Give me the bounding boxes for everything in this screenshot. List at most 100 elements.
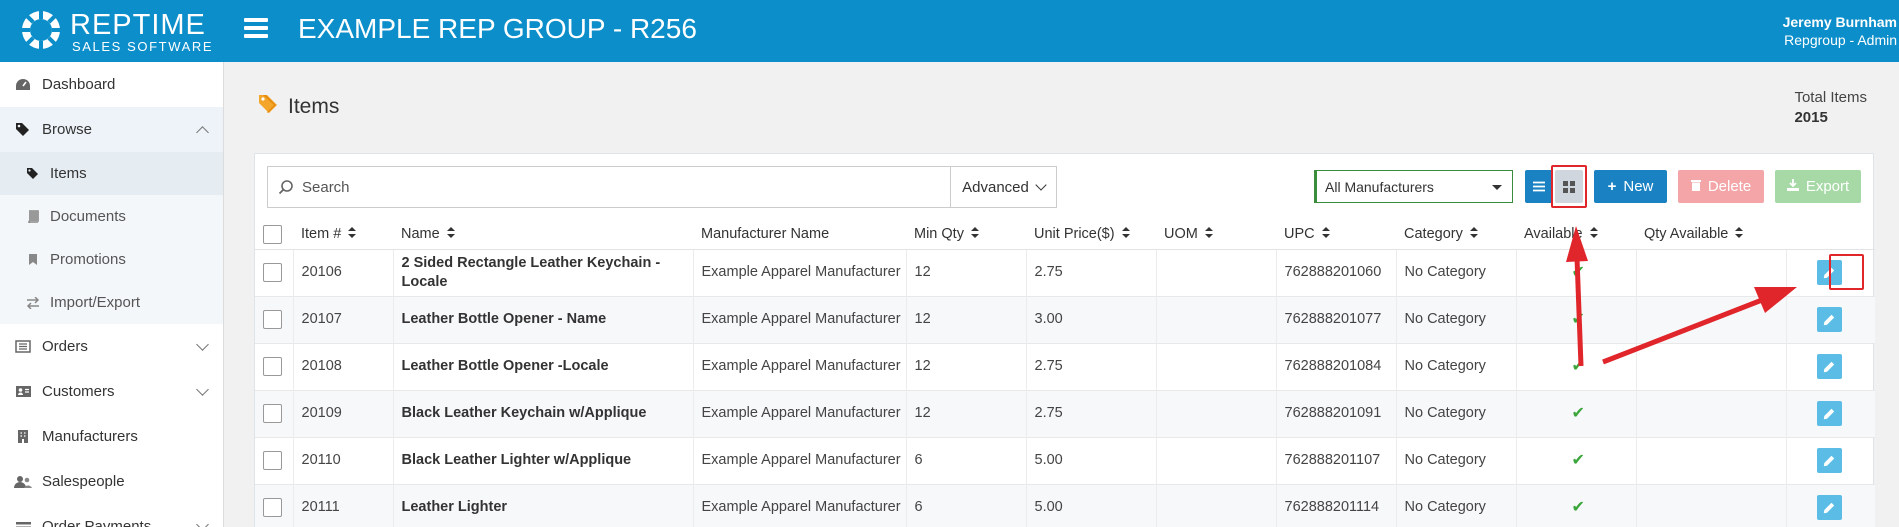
item-number-cell: 20111 [292,484,393,527]
pencil-icon [1823,314,1835,325]
grid-view-button[interactable] [1555,170,1583,203]
upc-cell: 762888201091 [1275,390,1396,437]
unit-price-cell: 2.75 [1025,249,1156,296]
column-header-category[interactable]: Category [1396,220,1516,250]
reptime-logo[interactable]: REPTIME SALES SOFTWARE [18,6,228,56]
users-icon [14,474,32,490]
search-input[interactable] [268,167,950,207]
min-qty-cell: 6 [905,437,1026,484]
sidebar-item-browse[interactable]: Browse [0,107,223,152]
total-items-value: 2015 [1794,109,1828,126]
select-all-checkbox[interactable] [263,224,282,244]
edit-button[interactable] [1816,260,1842,285]
top-bar: REPTIME SALES SOFTWARE EXAMPLE REP GROUP… [0,0,1899,62]
table-row[interactable]: 20110 Black Leather Lighter w/Applique E… [255,437,1875,484]
edit-button[interactable] [1816,495,1842,520]
column-header-uom[interactable]: UOM [1156,220,1276,250]
edit-button[interactable] [1816,401,1842,426]
column-header-item-number[interactable]: Item # [293,220,393,250]
category-cell: No Category [1395,390,1516,437]
gear-logo-icon [20,9,62,51]
column-header-available[interactable]: Available [1516,220,1636,250]
new-button[interactable]: + New [1594,170,1667,203]
sidebar-item-order-payments[interactable]: Order Payments [0,504,223,527]
sidebar-item-promotions[interactable]: Promotions [0,238,223,281]
edit-button[interactable] [1816,448,1842,473]
items-table: Item # Name Manufacturer Name Min Qty Un… [255,220,1875,527]
qty-available-cell [1635,390,1786,437]
list-icon [1533,181,1545,192]
table-row[interactable]: 20111 Leather Lighter Example Apparel Ma… [255,484,1875,527]
sidebar-item-label: Orders [42,338,88,355]
sidebar-item-orders[interactable]: Orders [0,324,223,369]
page-title-text: Items [288,95,340,118]
sidebar-item-label: Dashboard [42,76,116,93]
table-row[interactable]: 20109 Black Leather Keychain w/Applique … [255,390,1875,437]
min-qty-cell: 12 [905,249,1026,296]
manufacturer-select[interactable]: All Manufacturers [1314,170,1513,203]
sort-icon [1735,226,1744,242]
pencil-icon [1823,361,1835,372]
credit-card-icon [14,519,32,527]
qty-available-cell [1635,249,1786,296]
row-checkbox[interactable] [263,403,282,423]
building-icon [14,429,32,445]
sidebar-item-dashboard[interactable]: Dashboard [0,62,223,107]
sidebar-item-salespeople[interactable]: Salespeople [0,459,223,504]
chevron-down-icon [196,383,209,396]
item-number-cell: 20109 [292,390,393,437]
table-row[interactable]: 20107 Leather Bottle Opener - Name Examp… [255,296,1875,343]
upc-cell: 762888201060 [1275,249,1396,296]
sidebar-item-documents[interactable]: Documents [0,195,223,238]
exchange-icon [26,296,40,309]
row-checkbox[interactable] [263,497,282,517]
min-qty-cell: 12 [905,390,1026,437]
address-card-icon [14,384,32,400]
min-qty-cell: 6 [905,484,1026,527]
sidebar-item-items[interactable]: Items [0,152,223,195]
sort-icon [970,226,979,242]
user-menu[interactable]: Jeremy Burnham Repgroup - Admin [1783,13,1897,49]
column-header-upc[interactable]: UPC [1276,220,1396,250]
row-checkbox[interactable] [263,356,282,376]
export-button[interactable]: Export [1775,170,1861,203]
sidebar-item-customers[interactable]: Customers [0,369,223,414]
manufacturer-cell: Example Apparel Manufacturer [692,343,906,390]
row-checkbox[interactable] [263,309,282,329]
chevron-down-icon [196,338,209,351]
chevron-down-icon [196,518,209,527]
category-cell: No Category [1395,249,1516,296]
delete-button[interactable]: Delete [1678,170,1764,203]
column-header-name[interactable]: Name [393,220,693,250]
grid-icon [1563,180,1575,193]
pencil-icon [1823,408,1835,419]
uom-cell [1155,390,1276,437]
manufacturer-cell: Example Apparel Manufacturer [692,390,906,437]
sort-icon [348,226,357,242]
row-checkbox[interactable] [263,450,282,470]
advanced-search-button[interactable]: Advanced [950,167,1056,207]
sidebar-item-import-export[interactable]: Import/Export [0,281,223,324]
column-header-unit-price[interactable]: Unit Price($) [1026,220,1156,250]
item-number-cell: 20108 [292,343,393,390]
manufacturer-select-value: All Manufacturers [1325,178,1434,195]
sidebar-item-manufacturers[interactable]: Manufacturers [0,414,223,459]
item-name-cell: 2 Sided Rectangle Leather Keychain - Loc… [392,249,693,296]
column-header-min-qty[interactable]: Min Qty [906,220,1026,250]
sidebar-item-label: Import/Export [50,294,141,311]
tags-icon [14,122,32,138]
qty-available-cell [1635,484,1786,527]
category-cell: No Category [1395,437,1516,484]
list-view-button[interactable] [1525,170,1553,203]
column-header-qty-available[interactable]: Qty Available [1636,220,1786,250]
table-row[interactable]: 20106 2 Sided Rectangle Leather Keychain… [255,249,1875,296]
item-name-cell: Leather Bottle Opener - Name [392,296,693,343]
app-title: EXAMPLE REP GROUP - R256 [298,13,697,44]
advanced-label: Advanced [962,178,1029,196]
trash-icon [1690,178,1701,195]
row-checkbox[interactable] [263,262,282,282]
table-row[interactable]: 20108 Leather Bottle Opener -Locale Exam… [255,343,1875,390]
hamburger-icon[interactable] [244,18,268,40]
edit-button[interactable] [1816,307,1842,332]
edit-button[interactable] [1816,354,1842,379]
